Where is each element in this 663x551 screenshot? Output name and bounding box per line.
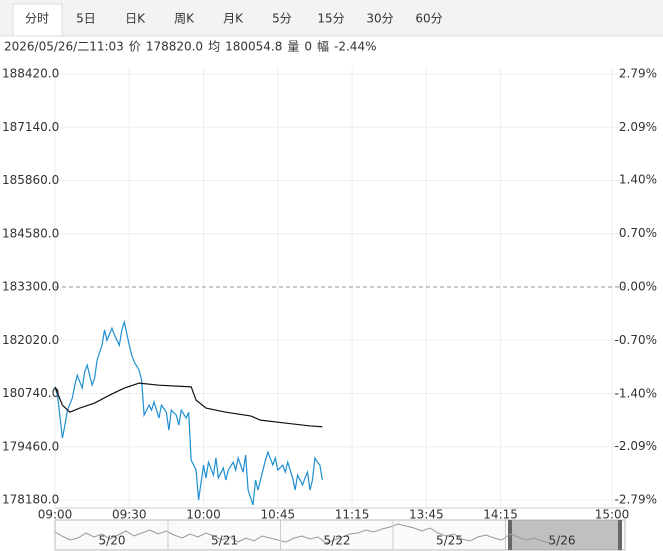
tabs: 分时 5日 日K 周K 月K 5分 15分 30分 60分	[12, 3, 443, 37]
x-tick-label: 15:00	[595, 508, 630, 522]
x-tick-label: 09:00	[38, 508, 73, 522]
navigator-label: 5/26	[549, 534, 576, 548]
x-tick-label: 10:00	[186, 508, 221, 522]
navigator-label: 5/22	[324, 534, 351, 548]
info-price: 178820.0	[146, 40, 203, 54]
info-change-label: 幅	[317, 39, 329, 54]
navigator-line	[54, 523, 551, 544]
navigator: 5/20 5/21 5/22 5/25 5/26	[54, 519, 626, 551]
info-price-label: 价	[129, 40, 141, 54]
y2-tick-label: -2.09%	[615, 439, 657, 453]
y2-tick-label: 0.00%	[619, 280, 657, 294]
price-line	[54, 319, 323, 506]
y-tick-label: 188420.0	[2, 67, 59, 81]
navigator-label: 5/25	[436, 534, 463, 548]
tab[interactable]: 60分	[415, 12, 442, 26]
x-tick-label: 10:45	[261, 508, 296, 522]
info-change: -2.44%	[334, 40, 376, 54]
y2-tick-label: 2.09%	[619, 120, 657, 134]
tab[interactable]: 周K	[174, 12, 195, 26]
y-tick-label: 185860.0	[2, 173, 59, 187]
tab[interactable]: 日K	[125, 12, 146, 26]
tab[interactable]: 月K	[223, 12, 244, 26]
navigator-label: 5/20	[99, 534, 126, 548]
info-avg: 180054.8	[225, 40, 282, 54]
tab[interactable]: 15分	[317, 12, 344, 26]
y2-tick-label: 2.79%	[619, 67, 657, 81]
y2-tick-label: -0.70%	[615, 333, 657, 347]
navigator-selection[interactable]	[510, 520, 620, 550]
info-time: 2026/05/26/二11:03	[4, 40, 124, 54]
y-tick-label: 180740.0	[2, 386, 59, 400]
y2-tick-label: -2.79%	[615, 493, 657, 507]
navigator-label: 5/21	[211, 534, 238, 548]
y-tick-label: 179460.0	[2, 439, 59, 453]
tab-bar	[0, 0, 663, 36]
x-tick-label: 09:30	[112, 508, 147, 522]
y-tick-label: 182020.0	[2, 333, 59, 347]
tab[interactable]: 30分	[366, 12, 393, 26]
navigator-handle[interactable]	[618, 520, 622, 550]
x-tick-label: 14:15	[483, 508, 518, 522]
info-volume-label: 量	[287, 40, 299, 54]
tab-selected-bg	[12, 3, 63, 37]
navigator-handle[interactable]	[508, 520, 512, 550]
y2-tick-label: -1.40%	[615, 386, 657, 400]
y-tick-label: 187140.0	[2, 120, 59, 134]
info-volume: 0	[304, 40, 312, 54]
y-tick-label: 178180.0	[2, 493, 59, 507]
plot: 09:00 09:30 10:00 10:45 11:15 13:45 14:15 15:00…	[2, 67, 657, 522]
tab[interactable]: 分时	[25, 12, 49, 26]
y2-tick-label: 1.40%	[619, 173, 657, 187]
info-avg-label: 均	[208, 40, 220, 54]
info-line: 2026/05/26/二11:03 价 178820.0 均 180054.8 量 0 幅 -2…	[4, 39, 376, 54]
y-tick-label: 184580.0	[2, 226, 59, 240]
tab[interactable]: 5分	[272, 12, 292, 26]
y-tick-label: 183300.0	[2, 280, 59, 294]
tab[interactable]: 5日	[76, 12, 96, 26]
x-tick-label: 13:45	[409, 508, 444, 522]
x-tick-label: 11:15	[335, 508, 370, 522]
price-line	[54, 382, 323, 428]
y2-tick-label: 0.70%	[619, 226, 657, 240]
